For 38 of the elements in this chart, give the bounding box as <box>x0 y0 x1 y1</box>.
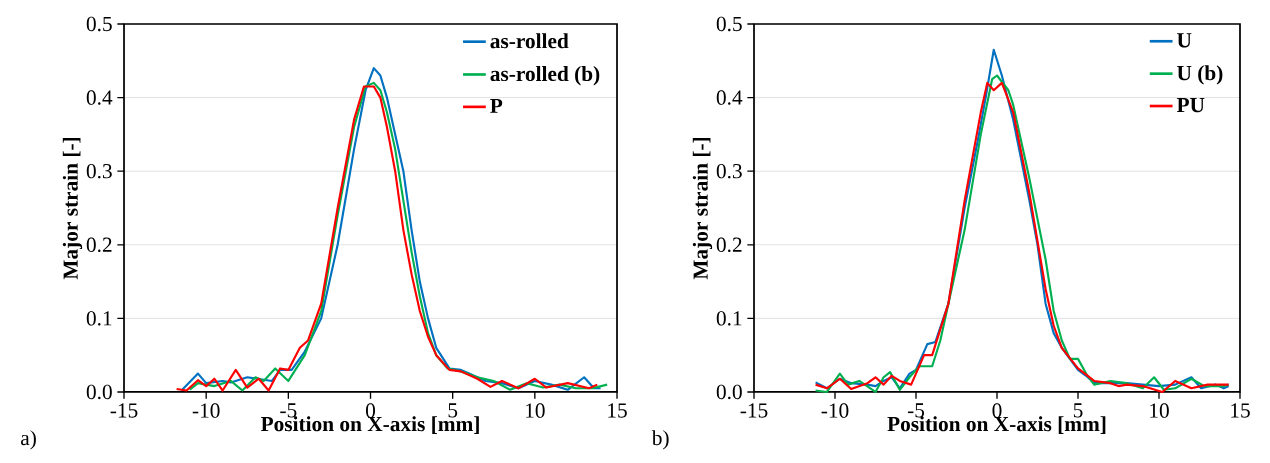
y-tick-label: 0.0 <box>86 384 112 400</box>
x-tick-label: 10 <box>526 403 545 418</box>
x-axis-title: Position on X-axis [mm] <box>887 416 1106 434</box>
y-tick-label: 0.5 <box>716 16 742 32</box>
legend-label: as-rolled <box>490 33 569 49</box>
y-tick-label: 0.3 <box>716 163 742 179</box>
x-tick-label: -15 <box>740 403 768 418</box>
y-tick-label: 0.1 <box>86 311 112 326</box>
y-tick-label: 0.1 <box>716 311 742 326</box>
x-tick-label: -10 <box>821 403 849 418</box>
x-tick-label: 15 <box>608 403 627 418</box>
x-tick-label: -10 <box>192 403 220 418</box>
legend-label: as-rolled (b) <box>490 66 600 86</box>
x-axis-title: Position on X-axis [mm] <box>260 416 479 434</box>
y-axis-title: Major strain [-] <box>62 137 83 280</box>
x-tick-label: -5 <box>280 403 297 418</box>
text: b) <box>651 430 669 450</box>
y-tick-label: 0.3 <box>86 163 112 179</box>
text: a) <box>21 430 36 450</box>
y-axis-title: Major strain [-] <box>692 137 713 280</box>
x-tick-label: -15 <box>110 403 138 418</box>
y-tick-label: 0.2 <box>86 237 112 253</box>
x-tick-label: 5 <box>448 403 458 418</box>
legend-label: PU <box>1176 98 1205 113</box>
x-tick-label: 0 <box>365 403 376 418</box>
x-tick-label: -5 <box>907 403 925 418</box>
x-tick-label: 0 <box>992 403 1002 418</box>
y-tick-label: 0.5 <box>86 16 112 32</box>
y-tick-label: 0.4 <box>716 90 743 105</box>
legend-label: U (b) <box>1177 65 1223 85</box>
x-tick-label: 15 <box>1231 403 1250 418</box>
y-tick-label: 0.2 <box>716 237 742 253</box>
x-tick-label: 5 <box>1073 403 1083 418</box>
y-tick-label: 0.0 <box>716 384 742 400</box>
y-tick-label: 0.4 <box>86 90 113 105</box>
x-tick-label: 10 <box>1150 403 1169 418</box>
legend-label: U <box>1177 33 1192 48</box>
legend-label: P <box>490 98 503 113</box>
